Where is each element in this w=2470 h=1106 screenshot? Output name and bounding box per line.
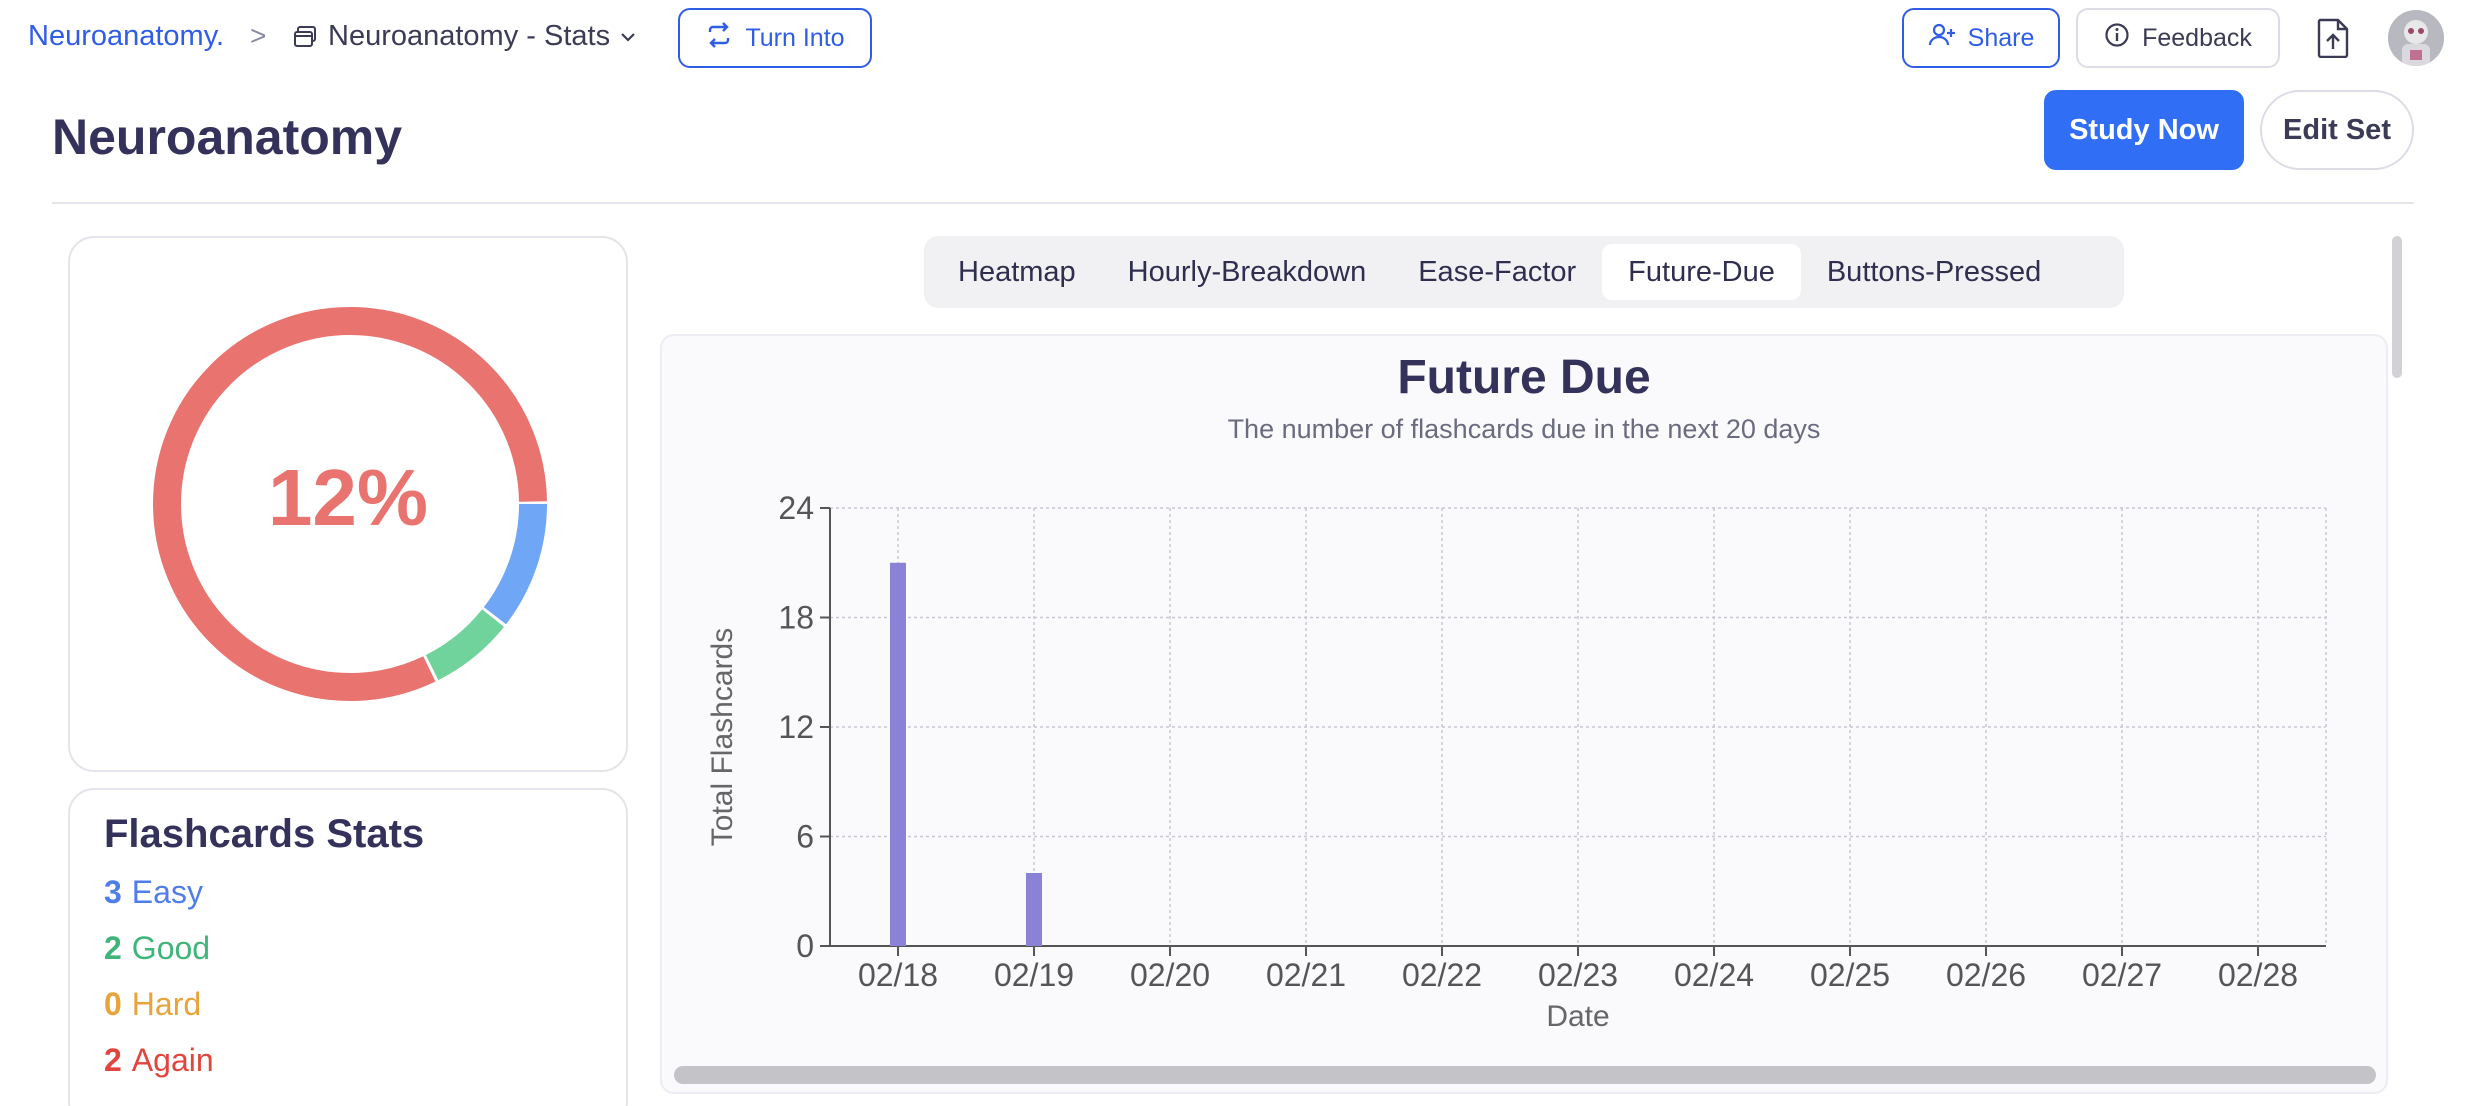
- future-due-chart-panel: 0 6 12 18 24 02/18 02/19 02/20 02/21 02/22 02/23 02…: [660, 334, 2388, 1094]
- info-icon: [2104, 22, 2130, 55]
- tab-future-due[interactable]: Future-Due: [1602, 244, 1801, 300]
- tab-ease-factor[interactable]: Ease-Factor: [1418, 255, 1577, 288]
- y-axis-label: Total Flashcards: [706, 628, 739, 846]
- x-tick-label: 02/22: [1402, 957, 1482, 993]
- future-due-bar-chart: 0 6 12 18 24 02/18 02/19 02/20 02/21 02/22 02/23 02…: [706, 490, 2327, 1033]
- x-tick-label: 02/24: [1674, 957, 1754, 993]
- bar-02-18[interactable]: [890, 562, 906, 946]
- x-tick-label: 02/18: [858, 957, 938, 993]
- breadcrumb-page-dropdown[interactable]: Neuroanatomy - Stats: [292, 20, 638, 53]
- vertical-scrollbar[interactable]: [2392, 236, 2402, 378]
- stat-hard-label: Hard: [131, 986, 202, 1022]
- flashcard-stats-title: Flashcards Stats: [104, 812, 425, 856]
- x-tick-label: 02/28: [2218, 957, 2298, 993]
- progress-donut-card: 12%: [68, 236, 628, 772]
- file-export-icon[interactable]: [2316, 18, 2350, 63]
- chart-title: Future Due: [1397, 351, 1651, 404]
- turn-into-label: Turn Into: [745, 23, 845, 52]
- page-title: Neuroanatomy: [52, 109, 403, 165]
- horizontal-scrollbar[interactable]: [674, 1066, 2376, 1084]
- share-button[interactable]: Share: [1902, 8, 2060, 68]
- breadcrumb-separator: >: [250, 20, 267, 51]
- edit-set-button[interactable]: Edit Set: [2260, 90, 2414, 170]
- header-divider: [52, 202, 2414, 204]
- x-tick-label: 02/26: [1946, 957, 2026, 993]
- tab-heatmap[interactable]: Heatmap: [958, 255, 1076, 288]
- x-tick-label: 02/20: [1130, 957, 1210, 993]
- chart-subtitle: The number of flashcards due in the next…: [1227, 414, 1821, 444]
- stat-hard-count: 0: [104, 986, 122, 1022]
- turn-into-button[interactable]: Turn Into: [678, 8, 872, 68]
- stat-good-count: 2: [104, 930, 122, 966]
- y-tick-label: 24: [778, 490, 814, 526]
- x-tick-label: 02/25: [1810, 957, 1890, 993]
- x-tick-label: 02/27: [2082, 957, 2162, 993]
- feedback-button[interactable]: Feedback: [2076, 8, 2280, 68]
- tab-buttons-pressed[interactable]: Buttons-Pressed: [1826, 255, 2042, 288]
- add-user-icon: [1928, 21, 1956, 56]
- y-tick-label: 12: [778, 709, 814, 745]
- flashcard-stats-card: Flashcards Stats 3 Easy 2 Good 0 Hard 2 Agai…: [68, 788, 628, 1106]
- stat-easy-label: Easy: [131, 874, 203, 910]
- top-bar: Neuroanatomy. > Neuroanatomy - Stats Tur…: [0, 0, 2470, 76]
- x-axis-label: Date: [1546, 1000, 1609, 1033]
- stat-again: 2 Again: [104, 1042, 214, 1079]
- progress-percent-label: 12%: [267, 453, 429, 542]
- stats-tabs: Heatmap Hourly-Breakdown Ease-Factor Fut…: [924, 236, 2124, 308]
- x-tick-label: 02/23: [1538, 957, 1618, 993]
- repeat-icon: [705, 21, 733, 56]
- stat-again-count: 2: [104, 1042, 122, 1078]
- stat-good-label: Good: [131, 930, 211, 966]
- y-tick-label: 0: [796, 928, 814, 964]
- breadcrumb-root-link[interactable]: Neuroanatomy.: [28, 20, 225, 52]
- feedback-label: Feedback: [2142, 23, 2252, 52]
- y-tick-label: 18: [778, 600, 814, 636]
- progress-donut-chart: [153, 307, 547, 701]
- stat-easy-count: 3: [104, 874, 122, 910]
- stat-hard: 0 Hard: [104, 986, 201, 1023]
- avatar[interactable]: [2388, 10, 2444, 66]
- share-label: Share: [1967, 23, 2035, 52]
- stat-easy: 3 Easy: [104, 874, 203, 911]
- tab-hourly-breakdown[interactable]: Hourly-Breakdown: [1127, 255, 1367, 288]
- x-tick-label: 02/19: [994, 957, 1074, 993]
- stat-good: 2 Good: [104, 930, 210, 967]
- donut-segment-again: [153, 307, 547, 701]
- study-now-button[interactable]: Study Now: [2044, 90, 2244, 170]
- bar-02-19[interactable]: [1026, 873, 1042, 946]
- donut-segment-easy: [153, 307, 547, 701]
- chevron-down-icon: [618, 27, 638, 47]
- y-tick-label: 6: [796, 819, 814, 855]
- stat-again-label: Again: [131, 1042, 214, 1078]
- x-tick-label: 02/21: [1266, 957, 1346, 993]
- window-stack-icon: [292, 24, 318, 50]
- breadcrumb-page-label: Neuroanatomy - Stats: [328, 20, 611, 52]
